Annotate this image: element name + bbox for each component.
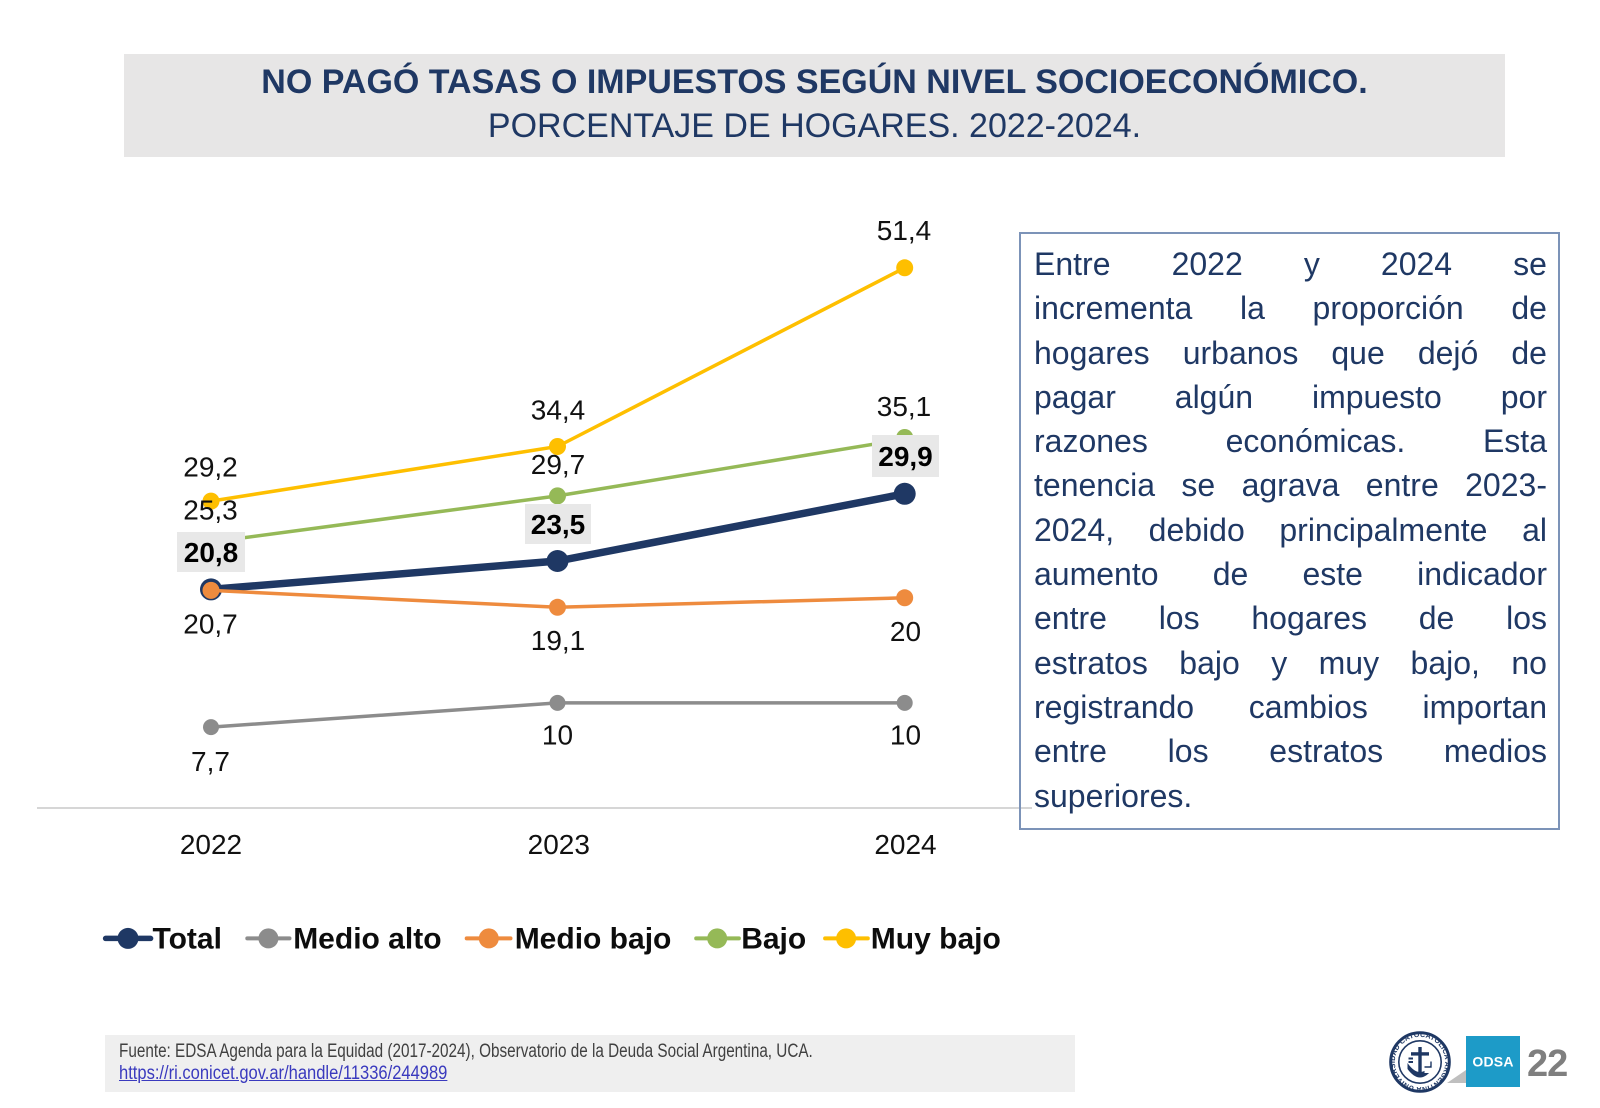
svg-text:Muy bajo: Muy bajo: [871, 923, 1001, 956]
svg-text:7,7: 7,7: [191, 746, 230, 777]
svg-text:51,4: 51,4: [877, 215, 932, 246]
svg-text:Bajo: Bajo: [741, 923, 806, 956]
svg-text:35,1: 35,1: [877, 391, 932, 422]
svg-text:10: 10: [542, 720, 573, 751]
svg-text:10: 10: [890, 720, 921, 751]
svg-text:Medio bajo: Medio bajo: [515, 923, 672, 956]
svg-text:Medio alto: Medio alto: [293, 923, 441, 956]
svg-text:25,3: 25,3: [183, 495, 238, 526]
svg-text:34,4: 34,4: [531, 395, 586, 426]
svg-text:Total: Total: [153, 923, 222, 956]
svg-text:19,1: 19,1: [531, 625, 586, 656]
svg-text:23,5: 23,5: [531, 509, 586, 540]
svg-text:20: 20: [890, 616, 921, 647]
svg-text:20,8: 20,8: [184, 537, 239, 568]
svg-text:29,2: 29,2: [183, 452, 238, 483]
svg-text:29,9: 29,9: [878, 441, 933, 472]
svg-text:2023: 2023: [528, 829, 590, 860]
svg-text:2024: 2024: [874, 829, 936, 860]
svg-text:2022: 2022: [180, 829, 242, 860]
svg-text:ODSA: ODSA: [1472, 1054, 1513, 1070]
svg-text:29,7: 29,7: [531, 449, 586, 480]
svg-text:20,7: 20,7: [183, 609, 238, 640]
